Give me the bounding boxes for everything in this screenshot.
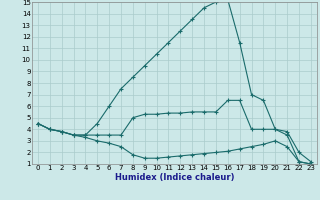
X-axis label: Humidex (Indice chaleur): Humidex (Indice chaleur) (115, 173, 234, 182)
